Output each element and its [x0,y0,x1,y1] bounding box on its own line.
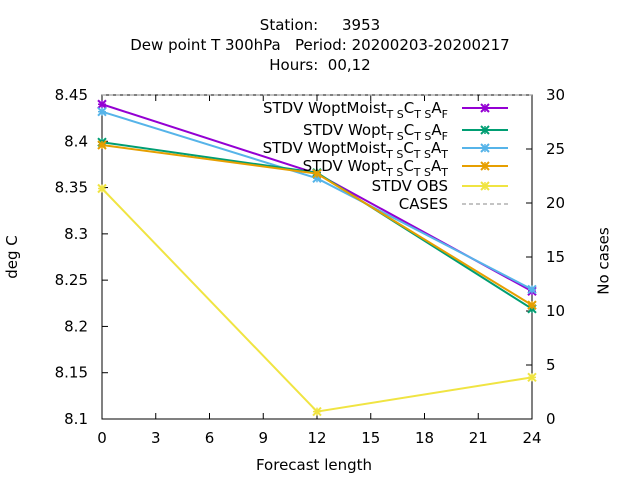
x-tick-label: 21 [469,429,488,447]
y2-tick-label: 25 [546,140,565,158]
y-tick-label: 8.15 [55,364,88,382]
chart-title-line-2: Dew point T 300hPa Period: 20200203-2020… [130,36,510,54]
x-tick-label: 18 [415,429,434,447]
y-tick-label: 8.25 [55,271,88,289]
y2-tick-label: 5 [546,356,556,374]
legend-label-3: STDV WoptT SCT SAT [303,157,449,179]
x-tick-label: 12 [307,429,326,447]
legend-label-4: STDV OBS [372,177,448,195]
y-tick-label: 8.35 [55,179,88,197]
y-tick-label: 8.2 [64,317,88,335]
y-axis-title: deg C [2,235,21,279]
legend-label-1: STDV WoptT SCT SAF [303,121,448,143]
y-tick-label: 8.45 [55,86,88,104]
y-tick-label: 8.1 [64,410,88,428]
legend-label-5: CASES [399,195,448,213]
y2-tick-label: 15 [546,248,565,266]
legend-label-2: STDV WoptMoistT SCT SAT [263,139,449,161]
x-tick-label: 9 [258,429,268,447]
chart-title-line-1: Station: 3953 [259,16,381,34]
y2-axis-title: No cases [594,227,613,295]
y2-tick-label: 10 [546,302,565,320]
x-tick-label: 6 [205,429,215,447]
y2-tick-label: 0 [546,410,556,428]
x-tick-label: 0 [97,429,107,447]
x-axis-title: Forecast length [255,456,373,474]
series-line-4 [101,187,533,413]
y-tick-label: 8.3 [64,225,88,243]
y2-tick-label: 20 [546,194,565,212]
x-tick-label: 24 [522,429,541,447]
y-tick-label: 8.4 [64,132,88,150]
legend-label-0: STDV WoptMoistT SCT SAF [263,99,448,121]
x-tick-label: 15 [361,429,380,447]
chart-title-line-3: Hours: 00,12 [269,56,371,74]
y2-tick-label: 30 [546,86,565,104]
x-tick-label: 3 [151,429,161,447]
